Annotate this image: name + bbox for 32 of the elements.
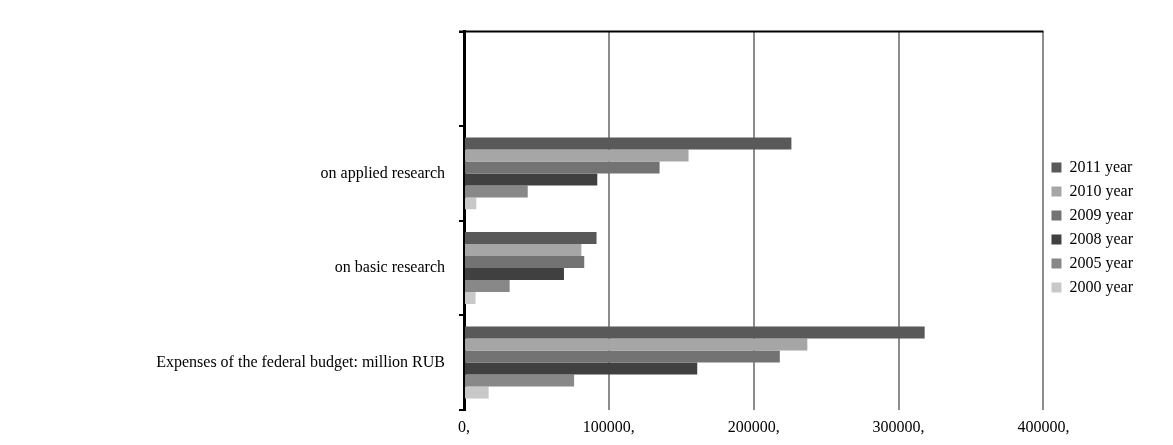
bar — [465, 185, 528, 198]
bar — [465, 386, 489, 399]
bar — [465, 197, 477, 210]
x-tick-label: 0, — [458, 417, 470, 435]
x-tick-label: 200000, — [727, 417, 780, 435]
bar — [465, 279, 510, 292]
x-tick-label: 400000, — [1017, 417, 1070, 435]
legend-label: 2008 year — [1069, 229, 1134, 248]
bar — [465, 256, 585, 268]
x-tick-label: 300000, — [872, 417, 925, 435]
legend-label: 2000 year — [1069, 277, 1134, 296]
bar — [465, 173, 598, 186]
legend-label: 2011 year — [1069, 157, 1134, 176]
y-tick-label: on applied research — [320, 163, 445, 182]
y-tick-label: on basic research — [334, 258, 445, 276]
bar — [465, 291, 476, 304]
x-tick-label: 100000, — [582, 417, 635, 435]
legend-label: 2010 year — [1069, 181, 1134, 200]
bar — [465, 244, 582, 256]
bar — [465, 267, 564, 280]
bar — [465, 362, 698, 375]
bar — [465, 338, 808, 351]
y-tick-label: Expenses of the federal budget: million RUB — [156, 352, 445, 371]
bar — [465, 350, 780, 363]
bar — [465, 374, 575, 387]
legend-label: 2005 year — [1069, 253, 1134, 272]
legend-label: 2009 year — [1069, 205, 1134, 224]
bar — [465, 137, 792, 150]
bar — [465, 232, 597, 245]
bar — [465, 326, 925, 339]
bar — [465, 149, 689, 162]
bar — [465, 161, 660, 174]
